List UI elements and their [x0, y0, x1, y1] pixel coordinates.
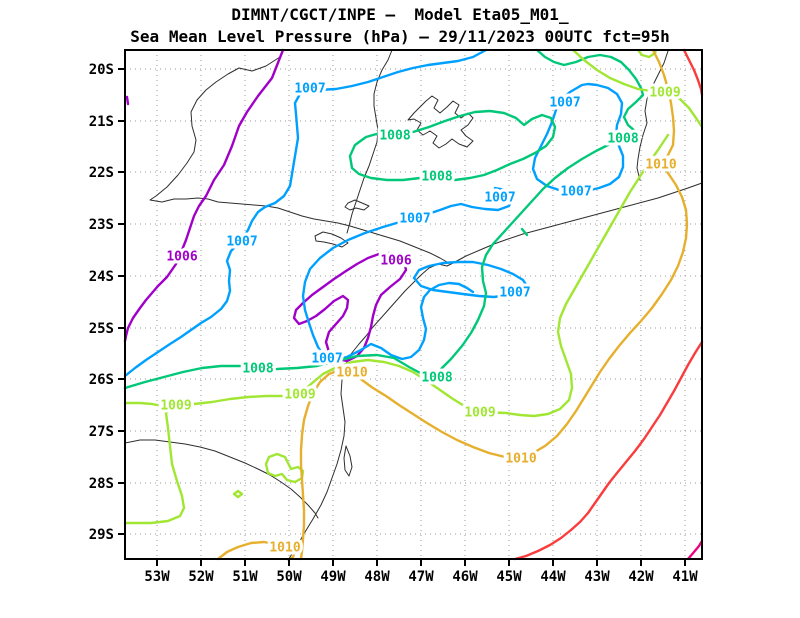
coastline-path [636, 50, 669, 181]
contour-line-1010 [216, 540, 297, 561]
contour-label-1007: 1007 [311, 352, 342, 367]
coastline-path [149, 56, 448, 263]
y-axis-label: 20S [89, 62, 114, 78]
contour-line-1009 [264, 452, 305, 484]
coastline-path [314, 231, 349, 248]
y-axis-label: 22S [89, 165, 114, 181]
contour-line-1006 [292, 251, 408, 363]
contour-label-1007: 1007 [399, 212, 430, 227]
x-axis-label: 52W [188, 569, 214, 585]
y-axis-label: 29S [89, 527, 114, 543]
contour-line-1008 [348, 109, 557, 182]
contour-label-1006: 1006 [166, 250, 197, 265]
contour-label-1010: 1010 [505, 452, 536, 467]
contour-line-1007 [412, 260, 529, 299]
contour-line-1008 [520, 227, 529, 237]
coastline-path [344, 199, 370, 211]
y-axis-label: 23S [89, 217, 114, 233]
x-axis-label: 46W [452, 569, 478, 585]
contour-line-1008 [123, 48, 645, 390]
contour-label-1007: 1007 [294, 82, 325, 97]
contour-label-1009: 1009 [284, 388, 315, 403]
contour-line-magenta [686, 539, 704, 561]
contour-line-1006 [123, 48, 285, 343]
contour-line-red [513, 340, 704, 561]
contour-label-1009: 1009 [160, 399, 191, 414]
contour-label-1007: 1007 [226, 235, 257, 250]
contour-line-1009 [123, 133, 670, 525]
x-axis-label: 49W [320, 569, 346, 585]
x-axis-label: 45W [496, 569, 522, 585]
y-axis-label: 21S [89, 114, 114, 130]
figure-title-line2: Sea Mean Level Pressure (hPa) – 29/11/20… [130, 27, 670, 46]
coastline-path [124, 439, 319, 519]
y-axis-label: 26S [89, 372, 114, 388]
contour-label-1010: 1010 [645, 158, 676, 173]
contour-label-1010: 1010 [269, 541, 300, 556]
contour-line-1007 [531, 82, 625, 194]
coastline-path [287, 182, 703, 561]
contour-label-1008: 1008 [421, 371, 452, 386]
x-axis-label: 44W [540, 569, 566, 585]
contour-line-1009 [123, 401, 164, 408]
contour-line-1007 [123, 48, 488, 378]
contour-label-1008: 1008 [607, 132, 638, 147]
y-axis-label: 24S [89, 269, 114, 285]
x-axis-label: 43W [584, 569, 610, 585]
contour-label-1009: 1009 [649, 86, 680, 101]
contour-label-1007: 1007 [549, 96, 580, 111]
x-axis-label: 50W [276, 569, 302, 585]
contour-label-1007: 1007 [560, 185, 591, 200]
x-axis-label: 51W [232, 569, 258, 585]
coastline-path [343, 445, 353, 477]
contour-label-1008: 1008 [379, 129, 410, 144]
contour-line-red [682, 48, 704, 97]
coastline-path [407, 95, 474, 149]
x-axis-label: 48W [364, 569, 390, 585]
y-axis-label: 27S [89, 424, 114, 440]
x-axis-label: 41W [672, 569, 698, 585]
contour-line-1009 [232, 489, 244, 499]
x-axis-label: 47W [408, 569, 434, 585]
contour-line-1010 [299, 48, 689, 561]
contour-label-1009: 1009 [464, 406, 495, 421]
contour-label-1008: 1008 [242, 362, 273, 377]
x-axis-label: 53W [144, 569, 170, 585]
figure-title-line1: DIMNT/CGCT/INPE – Model Eta05_M01_ [231, 5, 569, 24]
contour-label-1010: 1010 [336, 366, 367, 381]
y-axis-label: 25S [89, 321, 114, 337]
contour-label-1006: 1006 [380, 254, 411, 269]
plot-border [124, 49, 703, 560]
contour-label-1007: 1007 [499, 286, 530, 301]
contour-line-1006 [125, 95, 130, 106]
contour-label-1007: 1007 [484, 191, 515, 206]
contour-label-1008: 1008 [421, 170, 452, 185]
y-axis-label: 28S [89, 476, 114, 492]
contour-line-1007 [301, 186, 515, 362]
x-axis-label: 42W [628, 569, 654, 585]
contour-line-1009 [571, 48, 704, 129]
